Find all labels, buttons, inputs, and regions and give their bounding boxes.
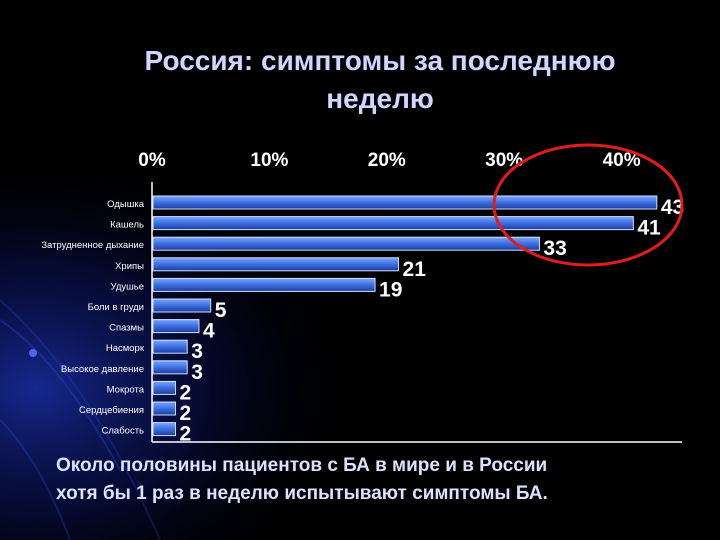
value-label: 41 [637,217,661,240]
value-label: 43 [661,196,684,219]
value-label: 19 [379,278,402,301]
category-label: Одышка [107,199,145,210]
value-label: 4 [203,320,215,343]
bar [152,380,176,395]
value-label: 33 [543,237,566,260]
bar [152,401,176,416]
slide-footer: Около половины пациентов с БА в мире и в… [56,452,696,508]
value-label: 5 [215,299,227,322]
category-label: Боли в груди [88,302,144,313]
bar [152,257,400,272]
x-tick-label: 40% [603,150,641,171]
x-tick-label: 10% [250,150,288,171]
value-label: 2 [179,423,191,446]
footer-line-1: Около половины пациентов с БА в мире и в… [56,455,548,476]
category-label: Кашель [110,220,144,231]
slide-title: Россия: симптомы за последнюю неделю [60,42,700,118]
value-label: 3 [191,340,203,363]
bar [152,277,376,292]
bar [152,236,540,251]
category-label: Спазмы [109,323,144,334]
bar [152,216,634,231]
bar [152,195,658,210]
category-label: Мокрота [107,384,145,395]
value-label: 2 [179,381,191,404]
category-label: Затрудненное дыхание [41,240,144,251]
x-tick-label: 20% [368,150,406,171]
value-label: 21 [403,258,427,281]
category-label: Хрипы [115,261,144,272]
bar [152,339,188,354]
category-label: Сердцебиения [79,405,144,416]
footer-line-2: хотя бы 1 раз в неделю испытывают симпто… [56,483,548,504]
x-tick-label: 0% [138,150,166,171]
bar [152,319,200,334]
category-label: Высокое давление [61,364,144,375]
value-label: 2 [179,402,191,425]
value-label: 3 [191,361,203,384]
slide-title-line-1: Россия: симптомы за последнюю [144,45,616,76]
category-label: Удушье [111,281,144,292]
slide-title-line-2: неделю [326,83,434,114]
bar [152,360,188,375]
x-tick-label: 30% [485,150,523,171]
bar [152,422,176,437]
bar [152,298,212,313]
category-label: Слабость [102,426,145,437]
highlight-ellipse [492,143,684,267]
category-label: Насморк [106,343,145,354]
